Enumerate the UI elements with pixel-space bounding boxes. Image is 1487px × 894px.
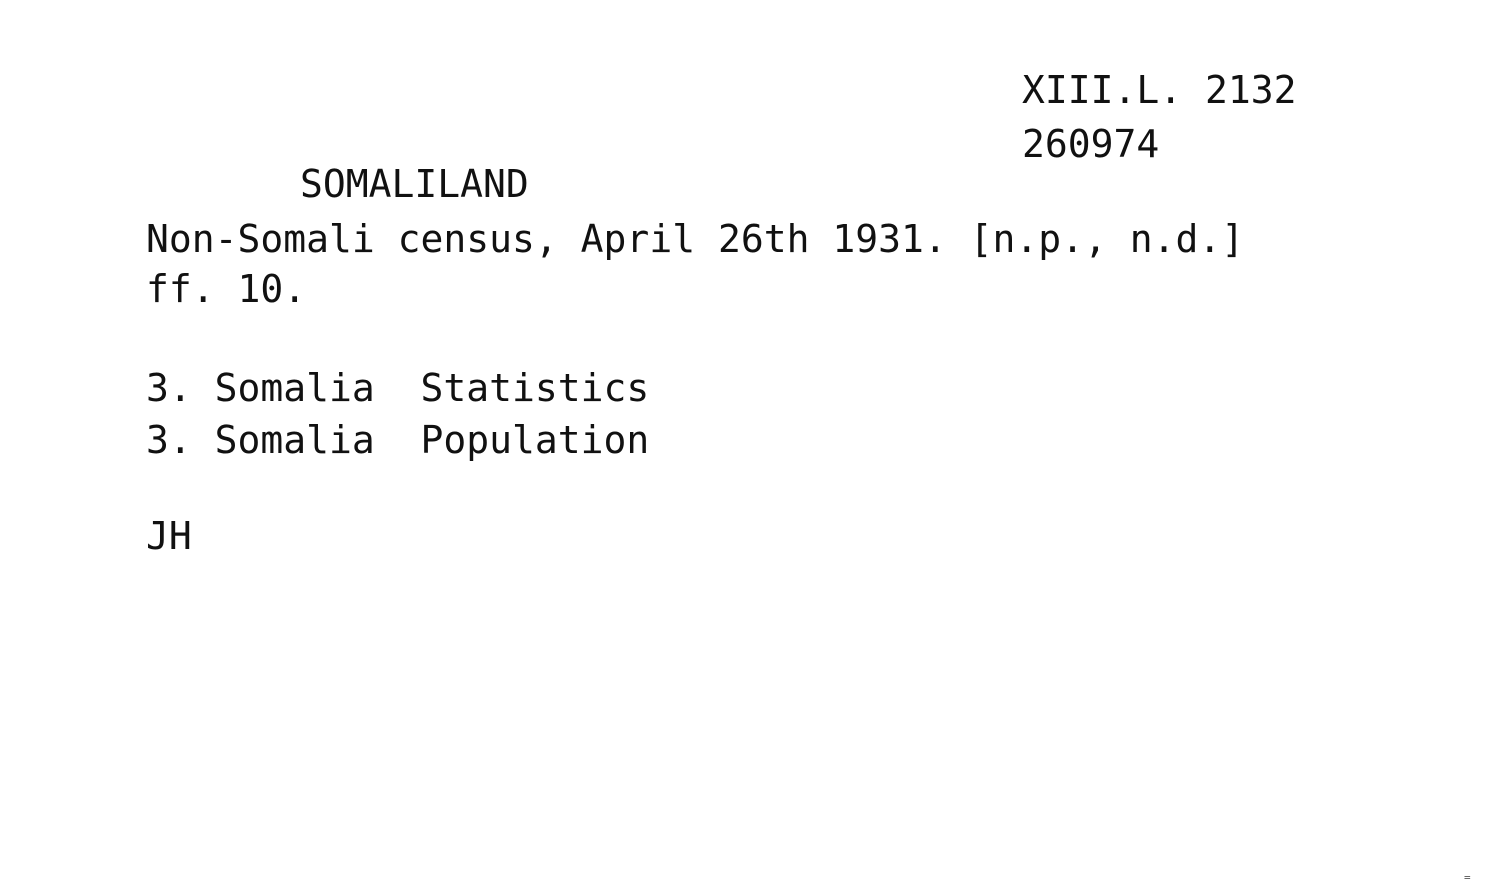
title-line-2: ff. 10.: [146, 267, 307, 311]
shelfmark: XIII.L. 2132: [1022, 68, 1297, 112]
accession-number: 260974: [1022, 122, 1160, 166]
corner-mark: =: [1464, 871, 1471, 884]
title-line-1: Non-Somali census, April 26th 1931. [n.p…: [146, 217, 1245, 261]
cataloguer-initials: JH: [146, 514, 192, 558]
subject-heading: SOMALILAND: [300, 162, 529, 206]
subject-entry-statistics: 3. Somalia Statistics: [146, 366, 650, 410]
subject-entry-population: 3. Somalia Population: [146, 418, 650, 462]
